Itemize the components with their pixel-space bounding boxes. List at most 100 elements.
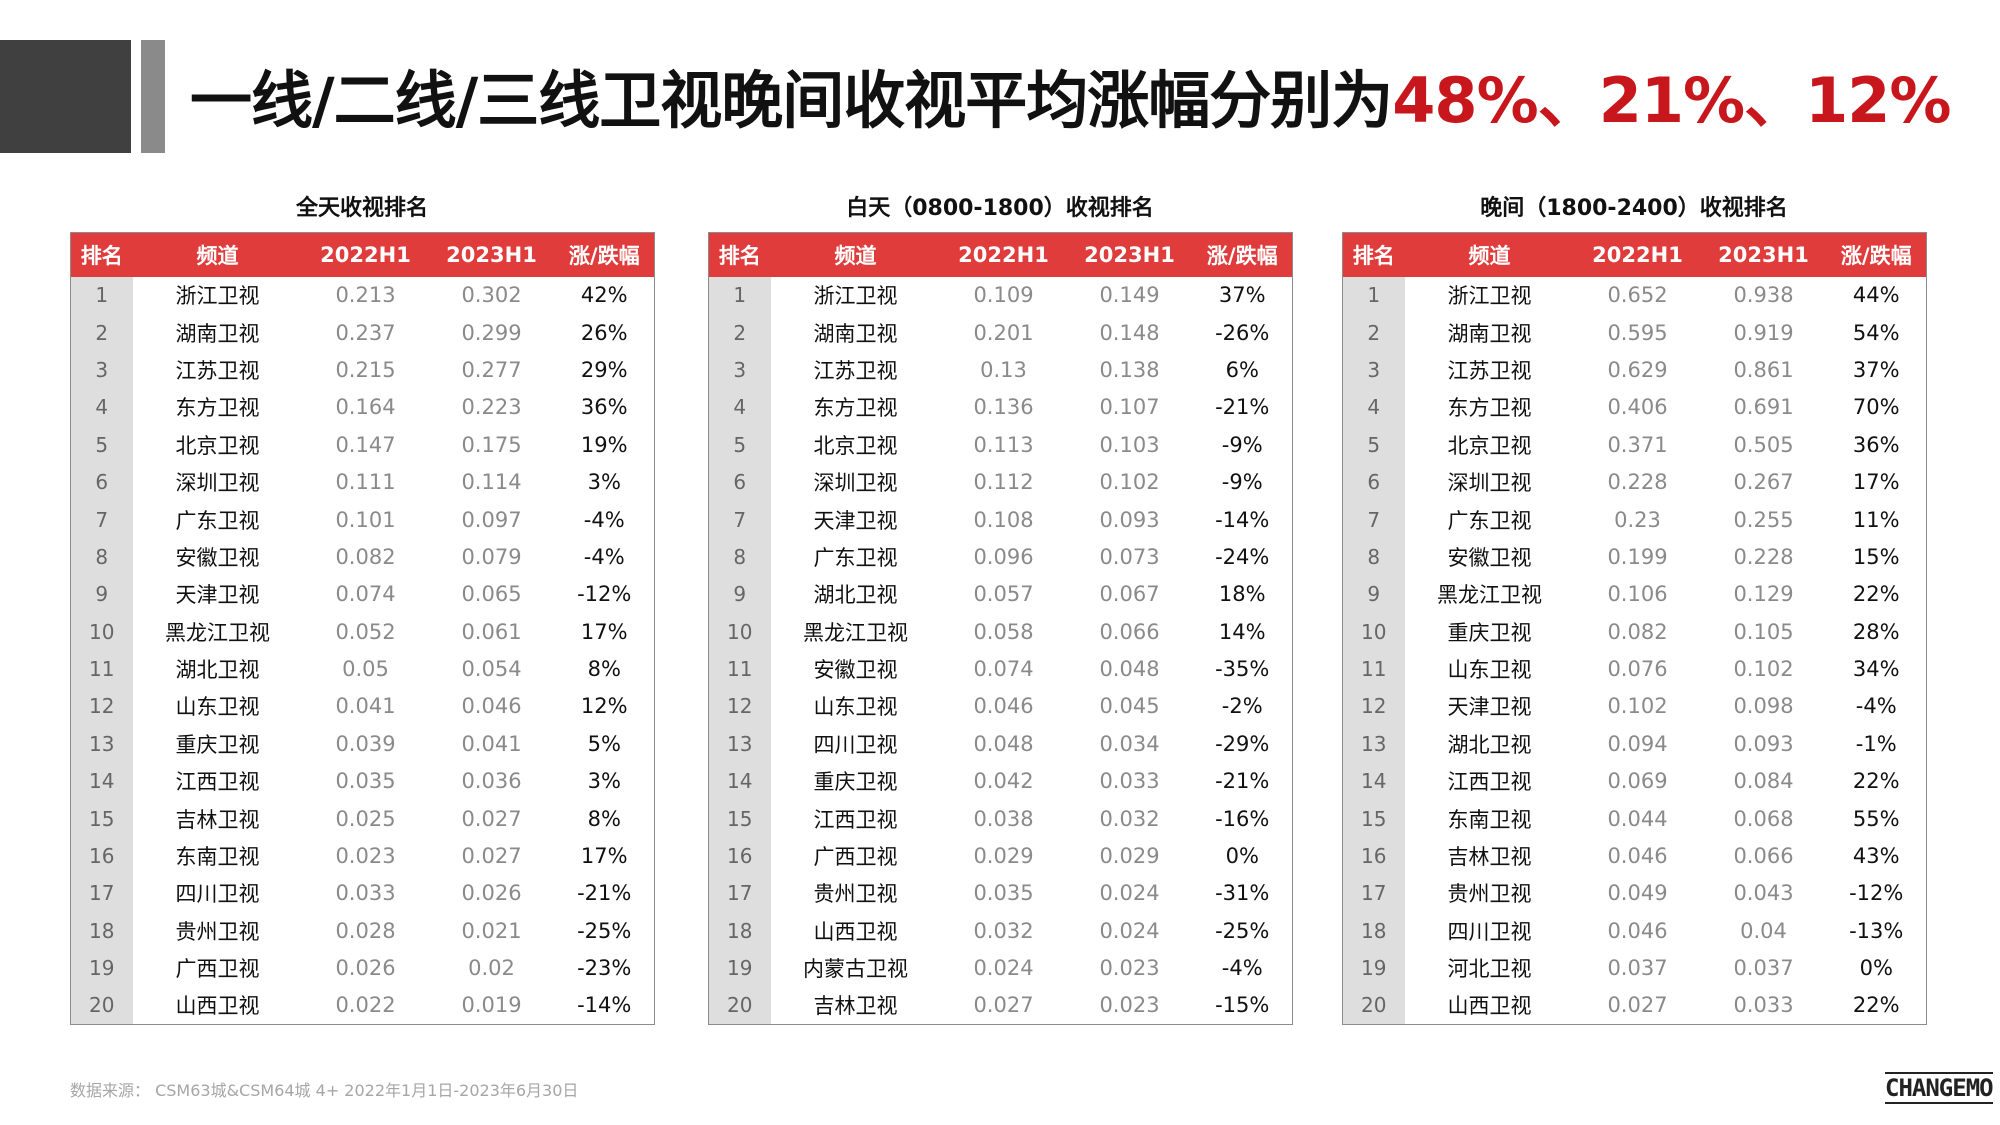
cell-rank: 11 [708, 650, 771, 688]
cell-change: -24% [1215, 544, 1270, 569]
ranking-table-daytime: 排名 频道 2022H1 2023H1 涨/跌幅 1 浙江卫视 0.109 0.149… [708, 232, 1293, 1025]
cell-change: -12% [1849, 881, 1904, 906]
cell-2023h1: 0.066 [1733, 844, 1794, 869]
table-row: 19 内蒙古卫视 0.024 0.023 -4% [708, 949, 1293, 987]
table-caption: 白天（0800-1800）收视排名 [846, 196, 1154, 221]
cell-channel: 天津卫视 [813, 508, 898, 533]
cell-channel: 湖北卫视 [813, 583, 898, 608]
cell-2022h1: 0.044 [1607, 806, 1668, 831]
table-header-row: 排名 频道 2022H1 2023H1 涨/跌幅 [70, 232, 655, 277]
cell-2023h1: 0.037 [1733, 956, 1794, 981]
table-row: 13 重庆卫视 0.039 0.041 5% [70, 725, 655, 763]
cell-2022h1: 0.406 [1607, 395, 1668, 420]
title-bar-dark-block [0, 40, 131, 153]
table-row: 19 广西卫视 0.026 0.02 -23% [70, 949, 655, 987]
cell-rank: 7 [1342, 500, 1405, 539]
cell-channel: 山西卫视 [813, 919, 898, 944]
cell-2022h1: 0.101 [335, 507, 396, 532]
cell-2022h1: 0.046 [1607, 918, 1668, 943]
cell-rank: 6 [70, 463, 133, 501]
cell-change: -35% [1215, 657, 1270, 682]
cell-2022h1: 0.024 [973, 956, 1034, 981]
table-row: 15 东南卫视 0.044 0.068 55% [1342, 799, 1927, 838]
header-2022h1: 2022H1 [958, 242, 1049, 267]
header-channel: 频道 [1468, 243, 1511, 268]
brand-logo: CHANGEMO [1885, 1072, 1994, 1104]
header-rank: 排名 [80, 243, 123, 268]
cell-rank: 12 [70, 687, 133, 726]
table-row: 20 山西卫视 0.022 0.019 -14% [70, 986, 655, 1025]
cell-change: -14% [577, 993, 632, 1018]
cell-2022h1: 0.111 [335, 470, 396, 495]
cell-change: -1% [1855, 731, 1897, 756]
cell-rank: 8 [70, 538, 133, 576]
cell-channel: 北京卫视 [175, 433, 260, 458]
table-row: 11 安徽卫视 0.074 0.048 -35% [708, 650, 1293, 688]
cell-2022h1: 0.147 [335, 432, 396, 457]
cell-2023h1: 0.223 [461, 395, 522, 420]
table-row: 11 湖北卫视 0.05 0.054 8% [70, 650, 655, 688]
cell-2023h1: 0.061 [461, 619, 522, 644]
cell-channel: 四川卫视 [175, 882, 260, 907]
cell-rank: 17 [1342, 874, 1405, 913]
table-row: 7 广东卫视 0.101 0.097 -4% [70, 500, 655, 539]
cell-rank: 2 [708, 313, 771, 352]
cell-2022h1: 0.025 [335, 806, 396, 831]
cell-change: 8% [587, 657, 621, 682]
cell-change: 3% [587, 470, 621, 495]
cell-2022h1: 0.057 [973, 582, 1034, 607]
cell-rank: 8 [1342, 538, 1405, 576]
cell-2023h1: 0.107 [1099, 395, 1160, 420]
table-row: 14 重庆卫视 0.042 0.033 -21% [708, 762, 1293, 800]
cell-2022h1: 0.199 [1607, 544, 1668, 569]
cell-change: -15% [1215, 993, 1270, 1018]
cell-2023h1: 0.027 [461, 806, 522, 831]
cell-rank: 10 [70, 613, 133, 651]
table-row: 8 安徽卫视 0.082 0.079 -4% [70, 538, 655, 576]
cell-rank: 3 [1342, 351, 1405, 389]
table-row: 6 深圳卫视 0.112 0.102 -9% [708, 463, 1293, 501]
cell-2022h1: 0.038 [973, 806, 1034, 831]
cell-channel: 四川卫视 [1447, 919, 1532, 944]
cell-2023h1: 0.033 [1733, 993, 1794, 1018]
cell-2023h1: 0.938 [1733, 283, 1794, 308]
cell-2023h1: 0.691 [1733, 395, 1794, 420]
cell-2022h1: 0.023 [335, 844, 396, 869]
table-row: 16 东南卫视 0.023 0.027 17% [70, 837, 655, 875]
cell-change: 37% [1852, 357, 1900, 382]
cell-2023h1: 0.041 [461, 731, 522, 756]
cell-rank: 9 [70, 575, 133, 614]
table-block-evening: 晚间（1800-2400）收视排名 排名 频道 2022H1 2023H1 涨/… [1342, 192, 1927, 1025]
cell-2022h1: 0.049 [1607, 881, 1668, 906]
header-channel: 频道 [834, 243, 877, 268]
cell-2023h1: 0.023 [1099, 993, 1160, 1018]
cell-channel: 江苏卫视 [813, 358, 898, 383]
cell-channel: 重庆卫视 [813, 770, 898, 795]
table-row: 6 深圳卫视 0.111 0.114 3% [70, 463, 655, 501]
cell-2023h1: 0.175 [461, 432, 522, 457]
cell-change: 34% [1852, 657, 1900, 682]
cell-channel: 山东卫视 [813, 695, 898, 720]
cell-rank: 9 [708, 575, 771, 614]
table-row: 20 山西卫视 0.027 0.033 22% [1342, 986, 1927, 1025]
cell-2023h1: 0.065 [461, 582, 522, 607]
table-caption: 全天收视排名 [295, 196, 428, 221]
cell-2023h1: 0.149 [1099, 283, 1160, 308]
cell-channel: 黑龙江卫视 [165, 620, 270, 645]
cell-change: -21% [577, 881, 632, 906]
cell-2023h1: 0.043 [1733, 881, 1794, 906]
cell-change: -12% [577, 582, 632, 607]
cell-2022h1: 0.076 [1607, 657, 1668, 682]
table-row: 9 天津卫视 0.074 0.065 -12% [70, 575, 655, 614]
cell-rank: 5 [70, 426, 133, 464]
table-row: 13 四川卫视 0.048 0.034 -29% [708, 725, 1293, 763]
cell-change: -4% [1221, 956, 1263, 981]
cell-change: 36% [580, 395, 628, 420]
cell-channel: 湖南卫视 [1447, 321, 1532, 346]
cell-2023h1: 0.228 [1733, 544, 1794, 569]
cell-2022h1: 0.096 [973, 544, 1034, 569]
cell-rank: 16 [70, 837, 133, 875]
cell-2023h1: 0.299 [461, 320, 522, 345]
cell-channel: 江西卫视 [813, 807, 898, 832]
cell-change: -4% [583, 507, 625, 532]
